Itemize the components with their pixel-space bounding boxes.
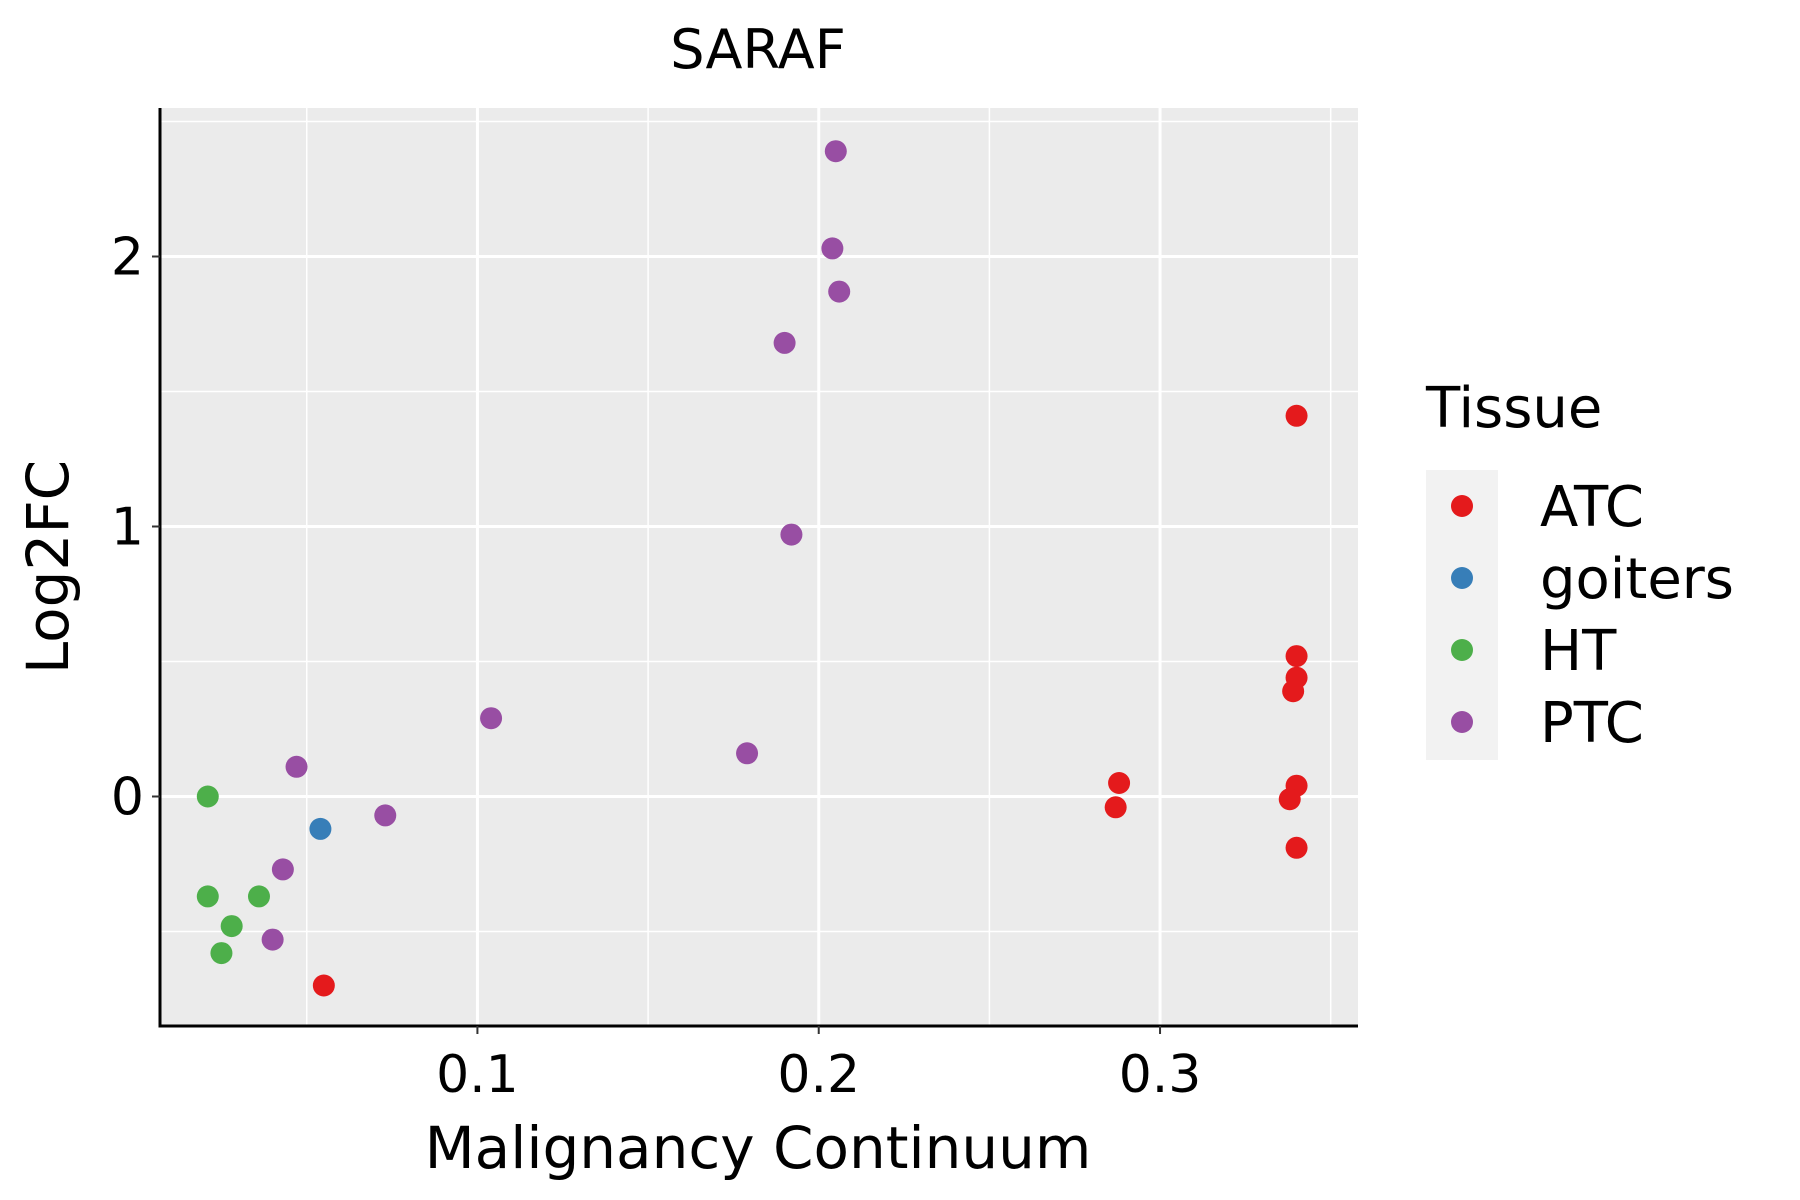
point-ptc — [824, 140, 847, 163]
point-ptc — [271, 858, 294, 881]
x-tick-label: 0.2 — [777, 1045, 860, 1105]
plot-panel — [160, 108, 1358, 1026]
y-tick-label: 2 — [111, 228, 144, 288]
legend-label-ptc: PTC — [1540, 691, 1644, 756]
point-ht — [220, 915, 243, 938]
y-tick-label: 1 — [111, 498, 144, 558]
x-tick-label: 0.1 — [436, 1045, 519, 1105]
y-axis-ticks: 0 1 2 — [111, 228, 160, 828]
legend-entries: ATC goiters HT PTC — [1451, 475, 1734, 756]
legend: Tissue ATC goiters HT PTC — [1425, 376, 1734, 760]
x-axis-ticks: 0.1 0.2 0.3 — [436, 1026, 1201, 1105]
point-ptc — [261, 928, 284, 951]
point-atc — [1278, 788, 1301, 811]
point-ptc — [773, 331, 796, 354]
legend-label-goiters: goiters — [1540, 547, 1734, 612]
point-atc — [1285, 404, 1308, 427]
legend-label-atc: ATC — [1540, 475, 1644, 540]
y-axis-title: Log2FC — [14, 460, 82, 674]
point-ptc — [780, 523, 803, 546]
y-tick-label: 0 — [111, 768, 144, 828]
data-points — [196, 140, 1308, 997]
chart-title: SARAF — [670, 18, 846, 81]
legend-key-ptc — [1451, 711, 1473, 733]
point-ht — [196, 885, 219, 908]
point-goiters — [309, 817, 332, 840]
point-ptc — [374, 804, 397, 827]
point-ptc — [736, 742, 759, 765]
legend-title: Tissue — [1425, 376, 1602, 441]
point-atc — [1282, 680, 1305, 703]
point-ht — [247, 885, 270, 908]
legend-key-ht — [1451, 639, 1473, 661]
legend-label-ht: HT — [1540, 619, 1617, 684]
point-ht — [196, 785, 219, 808]
point-atc — [312, 974, 335, 997]
point-ht — [210, 942, 233, 965]
point-atc — [1285, 836, 1308, 859]
x-tick-label: 0.3 — [1119, 1045, 1202, 1105]
point-ptc — [480, 707, 503, 730]
point-atc — [1104, 796, 1127, 819]
point-atc — [1108, 772, 1131, 794]
point-ptc — [821, 237, 844, 260]
minor-gridlines — [160, 108, 1358, 1026]
point-atc — [1285, 645, 1308, 668]
legend-key-goiters — [1451, 567, 1473, 589]
point-ptc — [285, 755, 308, 778]
x-axis-title: Malignancy Continuum — [425, 1114, 1092, 1182]
major-gridlines — [160, 108, 1358, 1026]
point-ptc — [828, 280, 851, 303]
legend-key-atc — [1451, 495, 1473, 517]
